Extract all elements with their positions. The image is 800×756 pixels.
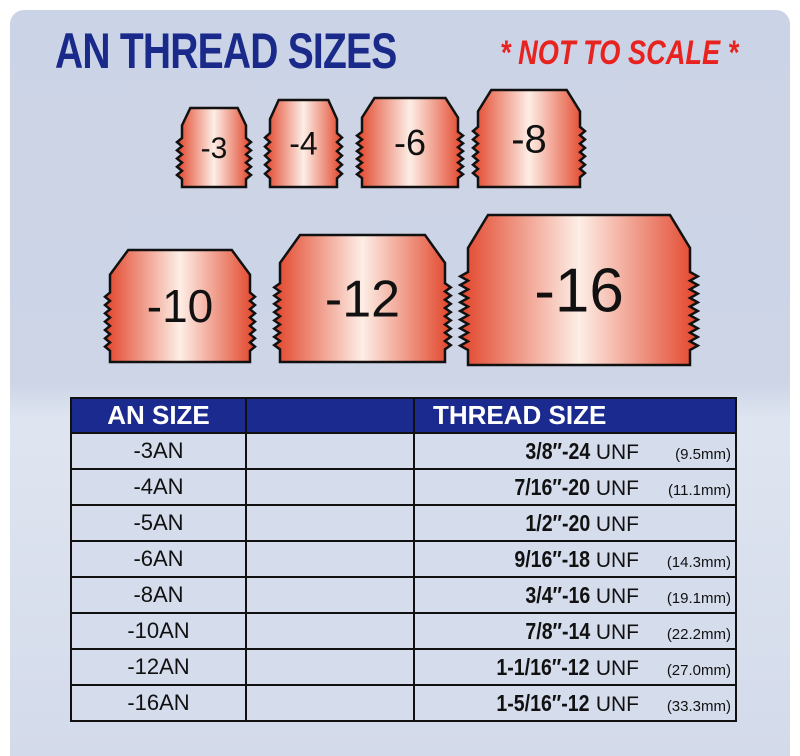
thread-type: UNF — [595, 656, 639, 680]
thread-size-cell: 7/8″-14 UNF (22.2mm) — [413, 612, 737, 650]
an-size-cell: -5AN — [70, 504, 247, 542]
thread-spec: 1/2″-20 — [525, 509, 590, 536]
fitting-label: -3 — [201, 132, 228, 165]
thread-size-cell: 1-1/16″-12 UNF (27.0mm) — [413, 648, 737, 686]
table-row: -6AN 9/16″-18 UNF (14.3mm) — [70, 540, 737, 578]
thread-size-table: AN SIZE THREAD SIZE -3AN 3/8″-24 UNF (9.5m… — [70, 397, 737, 722]
fitting-label: -8 — [511, 118, 547, 162]
an-size-cell: -3AN — [70, 432, 247, 470]
thread-size-cell: 1/2″-20 UNF — [413, 504, 737, 542]
blank-cell — [245, 576, 415, 614]
thread-type: UNF — [595, 512, 639, 536]
fittings-diagram: -3 -4 -6 -8 -10 -12 -16 — [103, 88, 701, 367]
thread-size-cell: 3/8″-24 UNF (9.5mm) — [413, 432, 737, 470]
metric-size: (11.1mm) — [667, 481, 731, 499]
fitting-label: -12 — [325, 271, 400, 329]
thread-size-cell: 1-5/16″-12 UNF (33.3mm) — [413, 684, 737, 722]
table-row: -12AN 1-1/16″-12 UNF (27.0mm) — [70, 648, 737, 686]
header-an-size: AN SIZE — [70, 397, 247, 434]
metric-size: (14.3mm) — [666, 553, 731, 571]
thread-spec: 1-1/16″-12 — [496, 653, 590, 680]
an-size-cell: -10AN — [70, 612, 247, 650]
header-thread-size: THREAD SIZE — [413, 397, 737, 434]
thread-spec: 7/8″-14 — [525, 617, 590, 644]
fitting-shape — [272, 233, 453, 364]
thread-type: UNF — [595, 620, 639, 644]
not-to-scale-note: * NOT TO SCALE * — [500, 34, 739, 72]
thread-spec: 1-5/16″-12 — [496, 689, 590, 716]
table-row: -16AN 1-5/16″-12 UNF (33.3mm) — [70, 684, 737, 722]
an-size-cell: -6AN — [70, 540, 247, 578]
blank-cell — [245, 612, 415, 650]
blank-cell — [245, 468, 415, 506]
metric-size: (19.1mm) — [666, 589, 731, 607]
thread-size-cell: 9/16″-18 UNF (14.3mm) — [413, 540, 737, 578]
metric-size: (9.5mm) — [675, 445, 731, 463]
an-size-cell: -4AN — [70, 468, 247, 506]
table-row: -4AN 7/16″-20 UNF (11.1mm) — [70, 468, 737, 506]
metric-size: (22.2mm) — [666, 625, 731, 643]
thread-type: UNF — [595, 440, 639, 464]
fitting-label: -4 — [289, 126, 317, 162]
thread-spec: 3/4″-16 — [525, 581, 590, 608]
table-row: -5AN 1/2″-20 UNF — [70, 504, 737, 542]
fitting-label: -10 — [147, 280, 213, 332]
header-blank — [245, 397, 415, 434]
table-row: -8AN 3/4″-16 UNF (19.1mm) — [70, 576, 737, 614]
page-title: AN THREAD SIZES — [55, 23, 397, 79]
thread-type: UNF — [595, 692, 639, 716]
blank-cell — [245, 648, 415, 686]
fitting-shape — [175, 106, 253, 189]
fitting-label: -16 — [534, 257, 624, 326]
table-row: -10AN 7/8″-14 UNF (22.2mm) — [70, 612, 737, 650]
thread-spec: 9/16″-18 — [514, 545, 590, 572]
fitting-label: -6 — [394, 122, 426, 163]
metric-size: (33.3mm) — [666, 697, 731, 715]
fitting-shape — [354, 96, 466, 189]
fitting-shape — [103, 248, 257, 364]
blank-cell — [245, 540, 415, 578]
thread-type: UNF — [595, 476, 639, 500]
thread-spec: 7/16″-20 — [514, 473, 590, 500]
an-size-cell: -12AN — [70, 648, 247, 686]
fitting-shape — [457, 213, 701, 367]
blank-cell — [245, 504, 415, 542]
table-header: AN SIZE THREAD SIZE — [70, 397, 737, 434]
metric-size: (27.0mm) — [666, 661, 731, 679]
an-size-cell: -8AN — [70, 576, 247, 614]
fitting-shape — [263, 98, 344, 189]
thread-type: UNF — [595, 548, 639, 572]
blank-cell — [245, 684, 415, 722]
thread-size-cell: 7/16″-20 UNF (11.1mm) — [413, 468, 737, 506]
thread-spec: 3/8″-24 — [525, 437, 590, 464]
thread-type: UNF — [595, 584, 639, 608]
an-size-cell: -16AN — [70, 684, 247, 722]
thread-size-cell: 3/4″-16 UNF (19.1mm) — [413, 576, 737, 614]
table-row: -3AN 3/8″-24 UNF (9.5mm) — [70, 432, 737, 470]
fitting-shape — [471, 88, 587, 189]
blank-cell — [245, 432, 415, 470]
